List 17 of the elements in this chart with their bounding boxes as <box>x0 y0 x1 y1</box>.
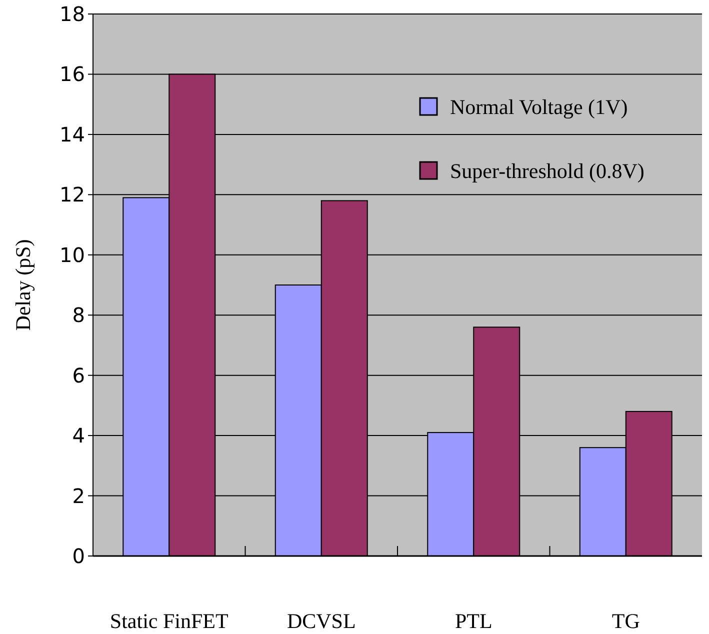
y-tick-label: 6 <box>72 363 85 388</box>
legend-label: Normal Voltage (1V) <box>450 95 628 119</box>
x-tick-label: Static FinFET <box>110 609 228 633</box>
y-tick-label: 18 <box>60 2 85 26</box>
y-tick-label: 10 <box>60 242 85 267</box>
y-tick-label: 12 <box>60 182 85 207</box>
y-tick-label: 4 <box>72 424 85 448</box>
y-tick-label: 2 <box>72 484 85 508</box>
x-tick-label: TG <box>612 609 640 633</box>
y-tick-label: 0 <box>72 544 85 568</box>
y-tick-label: 8 <box>72 303 85 328</box>
x-tick-label: DCVSL <box>286 609 356 633</box>
y-axis-title: Delay (pS) <box>11 239 35 331</box>
y-tick-label: 16 <box>60 62 85 86</box>
y-tick-label: 14 <box>60 122 85 146</box>
legend-label: Super-threshold (0.8V) <box>450 159 644 183</box>
x-tick-label: PTL <box>454 609 492 633</box>
